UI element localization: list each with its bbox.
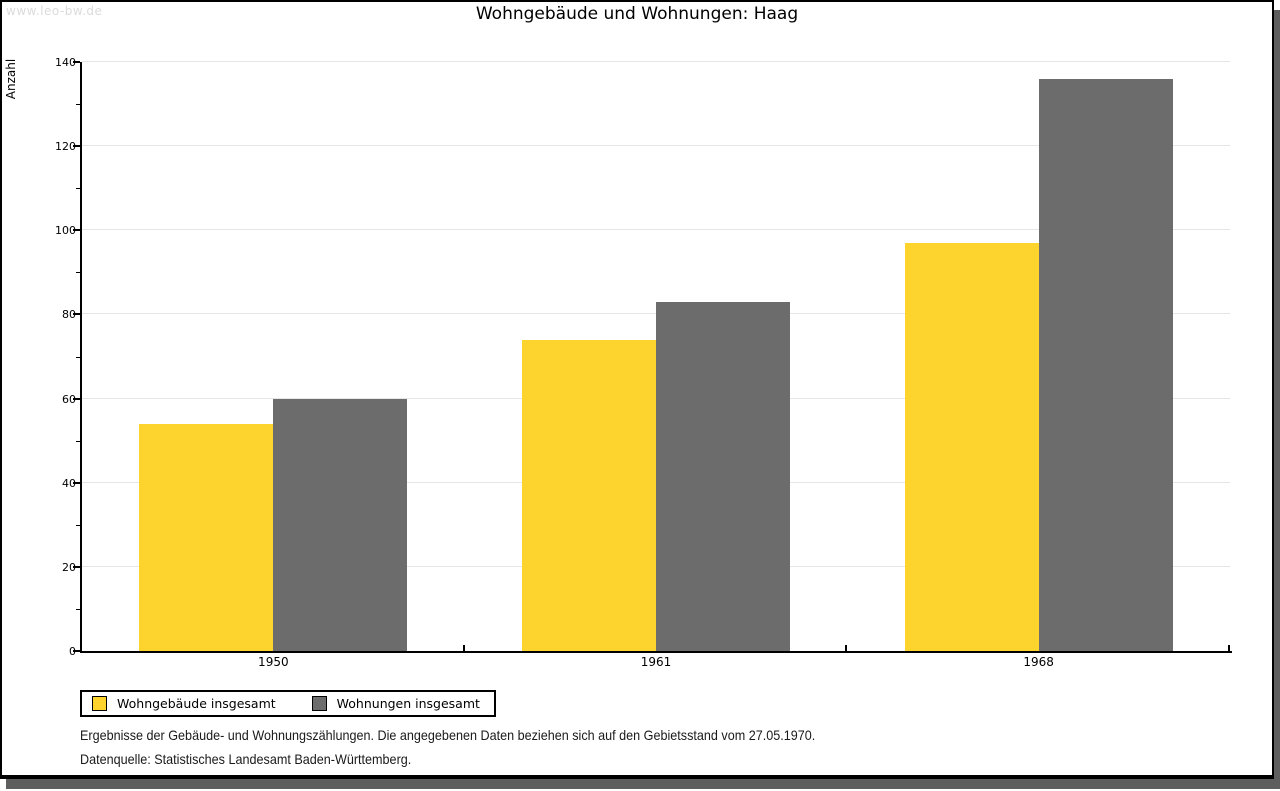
- bar-1961-wohnungen: [656, 301, 790, 651]
- y-gridline-100: [82, 229, 1230, 231]
- chart-title: Wohngebäude und Wohnungen: Haag: [475, 4, 799, 24]
- bar-1950-wohnungen: [273, 398, 408, 651]
- x-boundary-tick-3: [1228, 645, 1230, 651]
- y-tick-label-100: 100: [55, 224, 76, 238]
- y-tick-100: [73, 229, 80, 232]
- y-gridline-120: [82, 145, 1230, 147]
- watermark: www.leo-bw.de: [6, 4, 103, 18]
- y-tick-60: [73, 397, 80, 400]
- y-tick-label-120: 120: [55, 140, 76, 154]
- y-minor-tick-30: [76, 524, 80, 526]
- y-tick-120: [73, 145, 80, 148]
- bar-1950-wohngebaeude: [139, 423, 274, 651]
- y-tick-label-20: 20: [62, 560, 76, 574]
- legend-item-wohngebaeude: Wohngebäude insgesamt: [92, 696, 276, 711]
- y-tick-20: [73, 565, 80, 568]
- plot-area: 1950 1961 1968: [82, 60, 1230, 669]
- x-tick-label-1950: 1950: [258, 655, 289, 669]
- bar-1961-wohngebaeude: [522, 339, 656, 651]
- x-axis-line: [80, 651, 1232, 653]
- x-boundary-tick-1: [462, 645, 465, 651]
- y-minor-tick-50: [76, 440, 80, 442]
- y-minor-tick-130: [76, 104, 80, 106]
- legend-swatch-yellow: [92, 696, 107, 711]
- x-tick-label-1961: 1961: [640, 655, 672, 669]
- y-tick-label-140: 140: [55, 56, 76, 69]
- bar-1968-wohnungen: [1038, 78, 1173, 651]
- y-gridline-140: [82, 61, 1230, 62]
- legend-swatch-gray: [311, 696, 327, 711]
- y-minor-tick-10: [76, 608, 80, 610]
- x-boundary-tick-2: [845, 645, 848, 651]
- bar-1968-wohngebaeude: [904, 242, 1039, 651]
- legend-label-wohngebaeude: Wohngebäude insgesamt: [117, 696, 276, 711]
- y-minor-tick-90: [76, 272, 80, 274]
- y-tick-label-80: 80: [62, 308, 76, 322]
- y-tick-label-0: 0: [69, 645, 76, 658]
- legend: Wohngebäude insgesamt Wohnungen insgesamt: [80, 690, 496, 717]
- legend-item-wohnungen: Wohnungen insgesamt: [311, 696, 480, 711]
- footnote-gebietsstand: Ergebnisse der Gebäude- und Wohnungszähl…: [80, 727, 816, 743]
- y-tick-0: [73, 650, 80, 652]
- y-axis-title: Anzahl: [4, 58, 18, 100]
- y-minor-tick-110: [76, 188, 80, 190]
- y-axis-line: [80, 62, 82, 651]
- y-tick-80: [73, 313, 80, 316]
- y-tick-label-40: 40: [62, 476, 76, 490]
- y-tick-40: [73, 481, 80, 484]
- y-minor-tick-70: [76, 356, 80, 358]
- x-tick-label-1968: 1968: [1023, 655, 1054, 669]
- y-tick-label-60: 60: [62, 392, 76, 406]
- footnote-datenquelle: Datenquelle: Statistisches Landesamt Bad…: [80, 751, 412, 767]
- y-tick-140: [73, 61, 80, 63]
- legend-label-wohnungen: Wohnungen insgesamt: [336, 696, 480, 711]
